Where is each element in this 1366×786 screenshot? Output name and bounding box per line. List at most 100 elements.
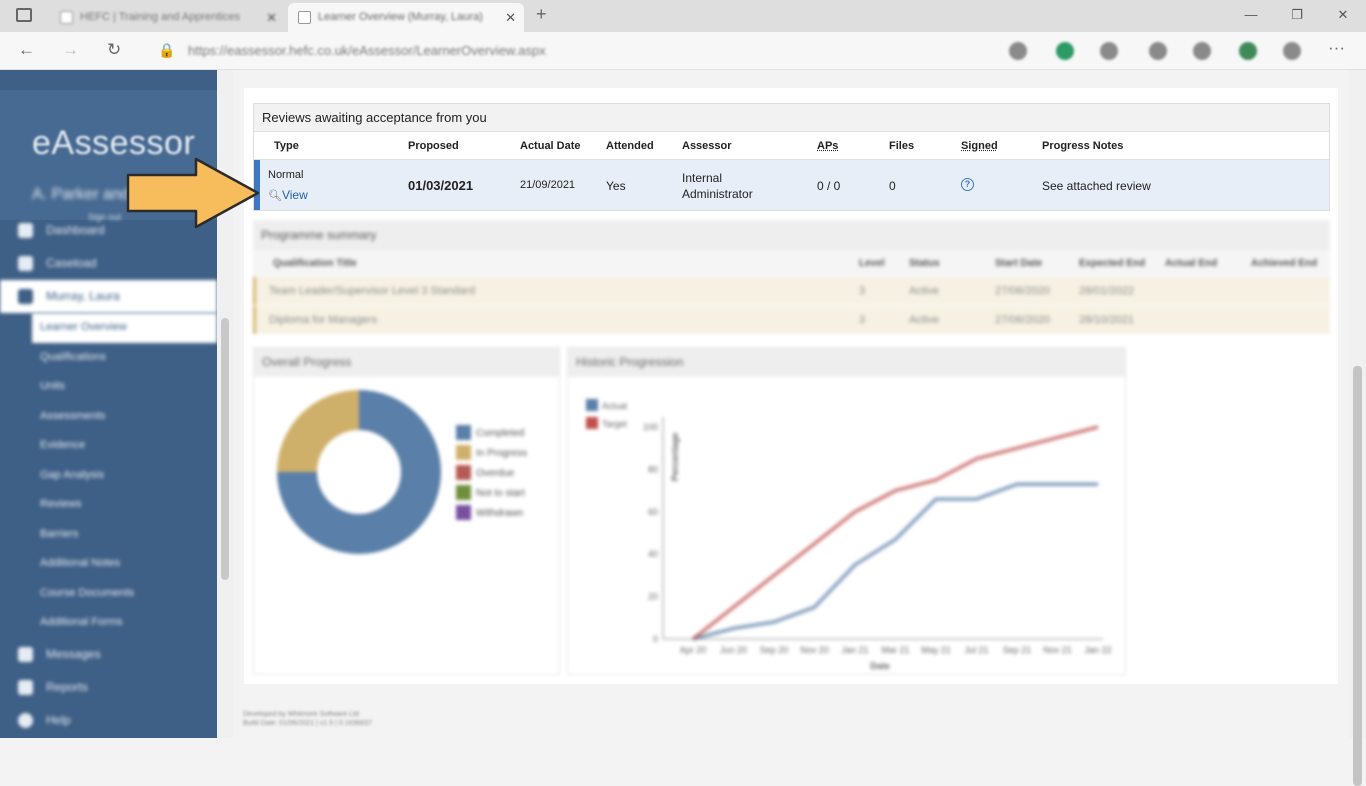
restore-button[interactable]: ❐ (1291, 7, 1303, 22)
reviews-panel: Reviews awaiting acceptance from you Typ… (253, 103, 1330, 211)
sidebar-sub-additional-forms[interactable]: Additional Forms (40, 616, 123, 628)
lock-icon[interactable]: 🔒 (158, 42, 176, 58)
tab-close-icon[interactable]: ✕ (266, 10, 277, 25)
sidebar-sub-additional-notes[interactable]: Additional Notes (40, 557, 121, 569)
sidebar-item-help[interactable]: Help (0, 704, 217, 737)
sidebar-sub-reviews[interactable]: Reviews (40, 498, 82, 510)
x-tick-label: May 21 (921, 645, 951, 655)
overall-progress-title: Overall Progress (254, 348, 559, 377)
legend-label: Completed (476, 428, 524, 439)
footer-credit: Developed by Whitmore Software Ltd (243, 711, 359, 718)
sidebar-item-reports[interactable]: Reports (0, 671, 217, 704)
y-tick-label: 0 (653, 634, 658, 644)
reports-icon (18, 679, 33, 695)
new-tab-button[interactable]: + (536, 4, 547, 24)
sidebar-item-messages[interactable]: Messages (0, 638, 217, 671)
aps-value: 0 / 0 (817, 179, 841, 193)
reviews-table-header: Type Proposed Actual Date Attended Asses… (254, 132, 1329, 160)
donut-slice-in-progress (277, 390, 359, 472)
sign-out-link[interactable]: Sign out (88, 212, 122, 222)
sidebar-sub-barriers[interactable]: Barriers (40, 527, 79, 540)
col-files: Files (889, 140, 915, 152)
extension-icon[interactable] (1009, 42, 1027, 60)
legend-label: Not to start (476, 488, 525, 499)
scrollbar-thumb[interactable] (221, 318, 229, 580)
tab-learner-overview[interactable]: Learner Overview (Murray, Laura) ✕ (288, 3, 524, 32)
col-start-date: Start Date (995, 258, 1043, 269)
sidebar-scrollbar[interactable] (217, 70, 233, 738)
extension-icon[interactable] (1239, 42, 1257, 60)
more-menu-icon[interactable]: ··· (1328, 38, 1345, 57)
historic-progression-title: Historic Progression (568, 348, 1125, 377)
tab-close-icon[interactable]: ✕ (505, 10, 516, 25)
extension-icon[interactable] (1149, 42, 1167, 60)
minimize-button[interactable]: — (1244, 7, 1258, 22)
scrollbar-thumb[interactable] (1353, 366, 1362, 786)
page-scrollbar[interactable] (1349, 70, 1366, 786)
view-review-link[interactable]: 🔍︎View (268, 188, 308, 202)
sidebar-item-learner[interactable]: Murray, Laura (0, 280, 217, 313)
legend-swatch (586, 417, 598, 429)
x-tick-label: Sep 21 (1003, 645, 1032, 655)
x-tick-label: Sep 20 (760, 645, 789, 655)
forward-button[interactable]: → (62, 40, 79, 59)
extension-icon[interactable] (1193, 42, 1211, 60)
sidebar-sub-units[interactable]: Units (40, 380, 66, 392)
expected-end: 28/01/2022 (1079, 285, 1135, 297)
tab-hefc[interactable]: HEFC | Training and Apprentices ✕ (50, 3, 285, 32)
col-signed: Signed (961, 140, 998, 152)
magnifier-icon: 🔍︎ (268, 190, 282, 202)
signed-status-icon[interactable]: ? (961, 178, 974, 191)
qualification-title: Team Leader/Supervisor Level 3 Standard (269, 285, 476, 297)
col-actual-end: Actual End (1165, 258, 1218, 269)
app-logo: eAssessor (32, 124, 196, 162)
profile-icon[interactable] (1283, 42, 1301, 60)
x-tick-label: Jan 21 (841, 645, 868, 655)
dashboard-icon (18, 223, 33, 238)
legend-label: Overdue (476, 468, 515, 479)
col-aps: APs (817, 140, 839, 152)
close-window-button[interactable]: ✕ (1337, 7, 1349, 22)
sidebar-sub-gap-analysis[interactable]: Gap Analysis (40, 468, 105, 481)
actual-date: 21/09/2021 (520, 179, 576, 191)
sidebar-item-caseload[interactable]: Caseload (0, 247, 217, 280)
col-type: Type (274, 140, 299, 152)
help-icon (18, 712, 33, 728)
refresh-button[interactable]: ↻ (107, 40, 122, 59)
legend-swatch (456, 485, 471, 500)
legend-swatch (456, 465, 471, 480)
programme-summary-panel: Programme summary Qualification Title Le… (253, 220, 1330, 334)
y-axis-label: Percentage (670, 433, 680, 482)
sidebar-sub-assessments[interactable]: Assessments (40, 409, 106, 422)
reviews-panel-title: Reviews awaiting acceptance from you (254, 104, 1329, 132)
x-tick-label: Apr 20 (680, 645, 707, 655)
table-row[interactable]: Diploma for Managers 3 Active 27/06/2020… (253, 306, 1330, 334)
legend-swatch (456, 445, 471, 460)
page-footer: Developed by Whitmore Software Ltd Build… (243, 710, 372, 728)
sidebar-sub-evidence[interactable]: Evidence (40, 439, 86, 451)
series-line-target (691, 425, 1099, 641)
tab-actions-icon[interactable] (16, 8, 32, 22)
review-type: Normal (268, 169, 304, 181)
sidebar-sub-course-documents[interactable]: Course Documents (40, 586, 135, 599)
footer-build: Build Date: 01/06/2021 | v1.5 | 0.163683… (243, 720, 372, 727)
extension-icon[interactable] (1100, 42, 1118, 60)
sidebar-sub-learner-overview[interactable]: Learner Overview (32, 313, 217, 343)
x-tick-label: Nov 20 (800, 645, 829, 655)
y-tick-label: 80 (648, 464, 658, 474)
col-actual-date: Actual Date (520, 140, 581, 152)
y-tick-label: 60 (648, 507, 658, 517)
col-proposed: Proposed (408, 140, 459, 152)
x-tick-label: Jul 21 (964, 645, 988, 655)
x-tick-label: Nov 21 (1043, 645, 1072, 655)
col-qualification-title: Qualification Title (273, 258, 357, 269)
col-expected-end: Expected End (1079, 258, 1146, 269)
sidebar-item-dashboard[interactable]: Dashboard (0, 214, 217, 247)
y-tick-label: 100 (643, 422, 658, 432)
extension-icon[interactable] (1056, 42, 1074, 60)
back-button[interactable]: ← (18, 40, 35, 59)
expected-end: 28/10/2021 (1079, 314, 1135, 326)
address-bar[interactable]: https://eassessor.hefc.co.uk/eAssessor/L… (188, 43, 546, 58)
table-row[interactable]: Team Leader/Supervisor Level 3 Standard … (253, 277, 1330, 305)
sidebar-sub-qualifications[interactable]: Qualifications (40, 350, 107, 363)
